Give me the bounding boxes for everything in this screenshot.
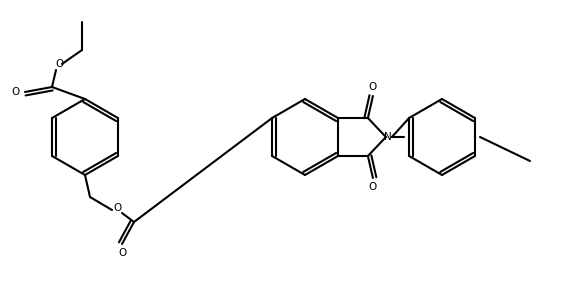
Text: O: O xyxy=(11,87,19,97)
Text: N: N xyxy=(384,132,392,142)
Text: O: O xyxy=(56,59,64,69)
Text: O: O xyxy=(113,203,121,213)
Text: O: O xyxy=(118,248,126,258)
Text: O: O xyxy=(369,182,377,192)
Text: O: O xyxy=(369,82,377,92)
